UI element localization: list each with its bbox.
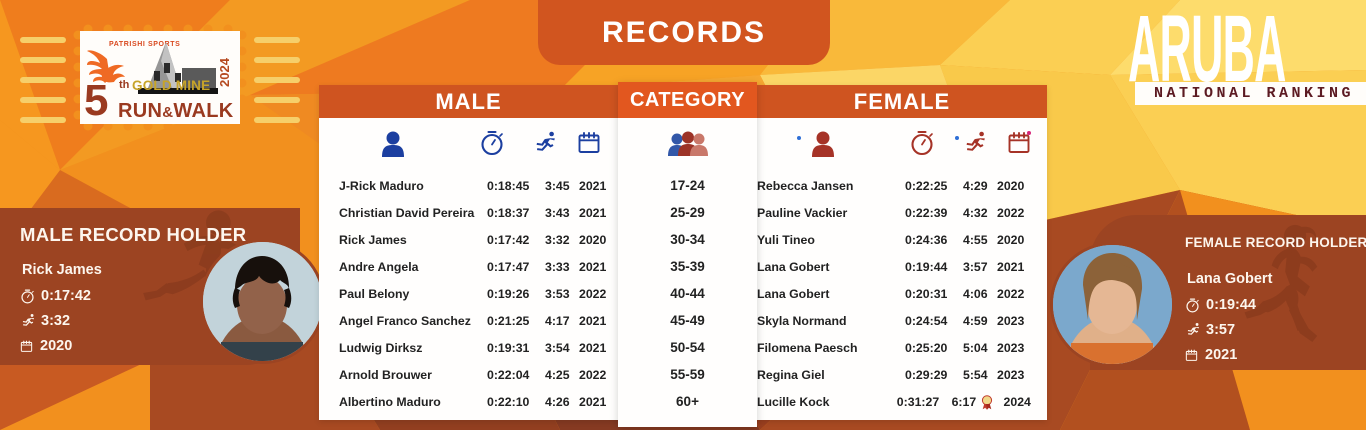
svg-text:th: th xyxy=(119,79,130,91)
svg-text:PATRISHI SPORTS: PATRISHI SPORTS xyxy=(109,41,180,48)
svg-text:RUN&WALK: RUN&WALK xyxy=(118,100,234,122)
svg-text:GOLD MINE: GOLD MINE xyxy=(132,78,210,93)
svg-text:2024: 2024 xyxy=(217,57,232,87)
svg-text:5: 5 xyxy=(84,76,108,125)
